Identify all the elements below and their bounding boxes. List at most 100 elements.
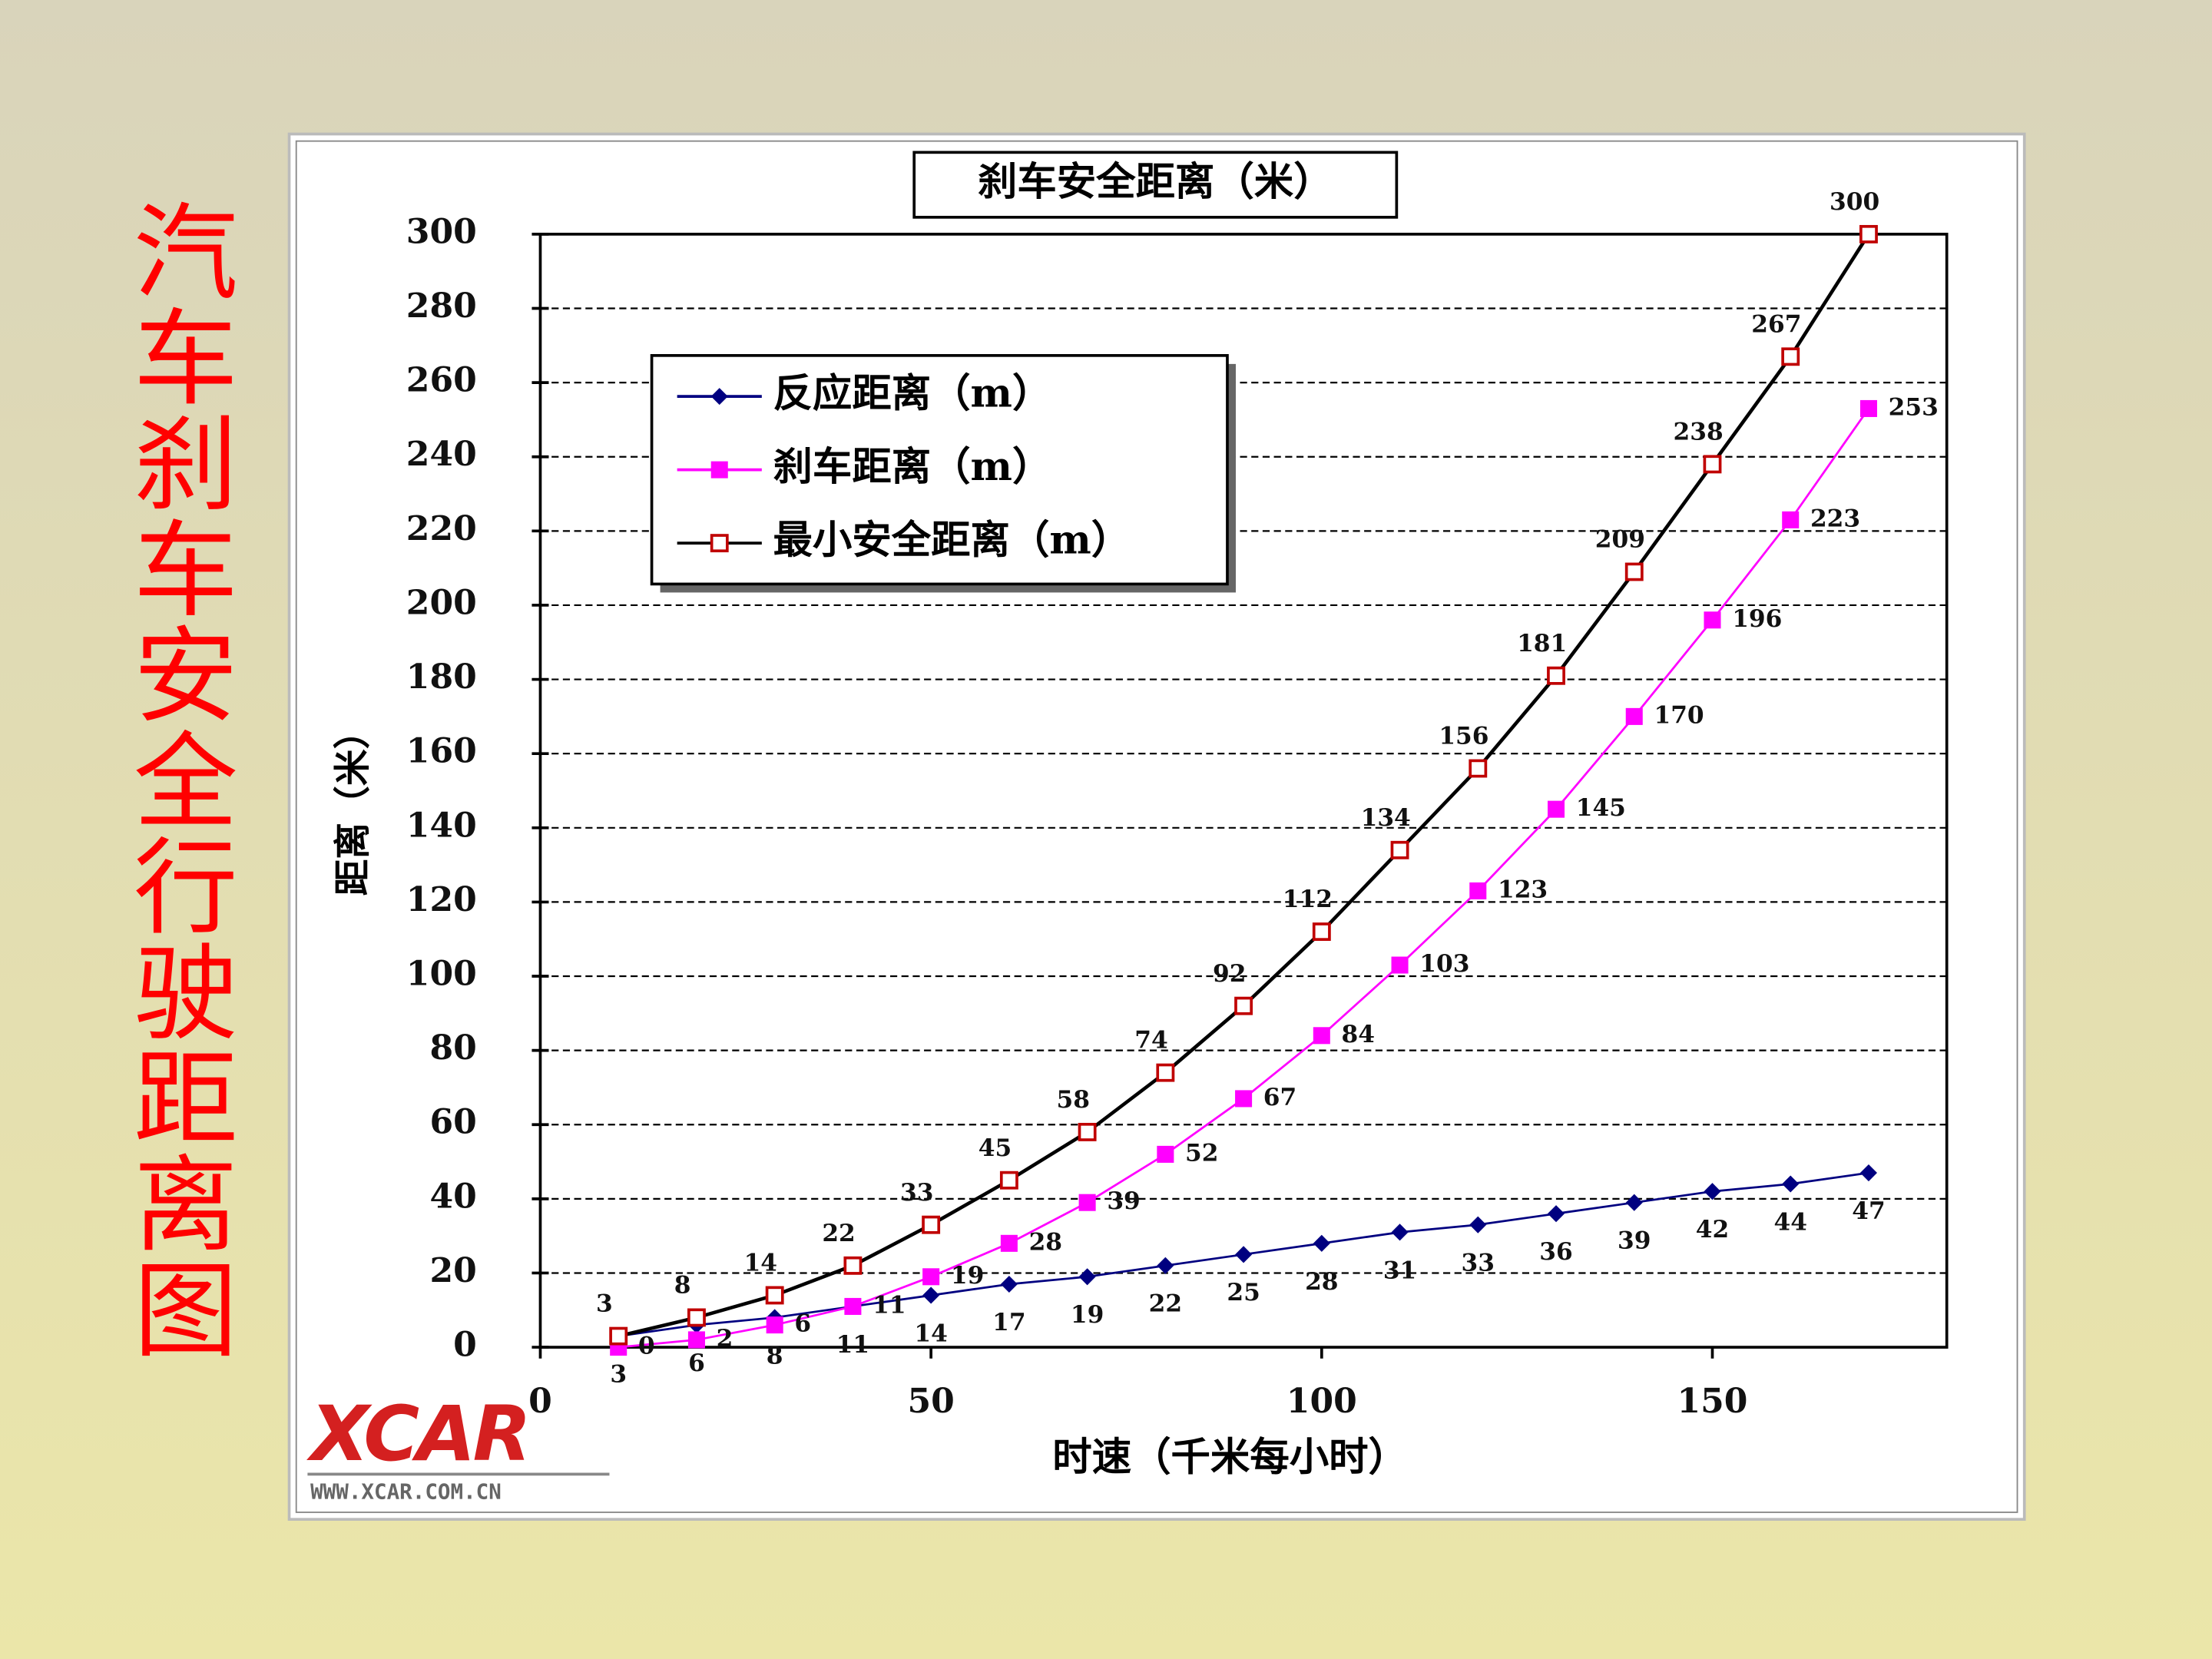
point bbox=[1704, 1183, 1721, 1200]
data-label: 22 bbox=[1149, 1290, 1182, 1318]
y-tick-label: 140 bbox=[406, 806, 477, 845]
data-label: 19 bbox=[1071, 1301, 1104, 1329]
data-label: 11 bbox=[873, 1291, 906, 1319]
data-label: 181 bbox=[1517, 630, 1567, 657]
data-label: 45 bbox=[979, 1134, 1012, 1162]
data-label: 28 bbox=[1305, 1268, 1338, 1296]
data-label: 209 bbox=[1595, 526, 1645, 554]
point bbox=[1391, 956, 1409, 974]
x-tick-label: 150 bbox=[1677, 1382, 1747, 1421]
x-tick-label: 50 bbox=[907, 1382, 954, 1421]
data-label: 36 bbox=[1539, 1238, 1572, 1266]
y-tick-label: 300 bbox=[406, 212, 477, 251]
data-label: 238 bbox=[1674, 418, 1724, 445]
point bbox=[766, 1316, 783, 1334]
data-label: 25 bbox=[1227, 1279, 1260, 1306]
data-label: 52 bbox=[1185, 1139, 1218, 1167]
data-label: 134 bbox=[1361, 804, 1411, 832]
data-label: 123 bbox=[1498, 876, 1548, 903]
title-box bbox=[912, 151, 1399, 219]
point bbox=[1390, 840, 1409, 859]
data-label: 103 bbox=[1419, 950, 1469, 978]
point bbox=[1312, 922, 1331, 941]
point bbox=[1859, 1164, 1877, 1182]
point bbox=[1625, 707, 1643, 725]
x-axis-label: 时速（千米每小时） bbox=[1052, 1435, 1408, 1481]
data-label: 8 bbox=[674, 1272, 691, 1300]
point bbox=[1469, 882, 1487, 899]
data-label: 67 bbox=[1263, 1084, 1296, 1111]
point bbox=[1624, 562, 1644, 581]
point bbox=[1704, 611, 1721, 629]
point bbox=[1703, 455, 1722, 474]
data-label: 39 bbox=[1618, 1227, 1651, 1255]
point bbox=[1781, 347, 1800, 366]
point bbox=[843, 1256, 863, 1275]
data-label: 11 bbox=[836, 1331, 869, 1359]
y-tick-label: 160 bbox=[406, 732, 477, 771]
point bbox=[1235, 1090, 1253, 1108]
data-label: 267 bbox=[1751, 310, 1801, 338]
logo-url: WWW.XCAR.COM.CN bbox=[310, 1479, 502, 1504]
data-label: 92 bbox=[1213, 960, 1246, 988]
data-label: 14 bbox=[914, 1320, 947, 1347]
point bbox=[1782, 511, 1800, 528]
data-label: 112 bbox=[1283, 886, 1333, 913]
data-label: 39 bbox=[1107, 1187, 1140, 1215]
data-label: 253 bbox=[1889, 393, 1939, 421]
data-label: 42 bbox=[1696, 1216, 1729, 1243]
data-label: 33 bbox=[1462, 1250, 1495, 1277]
data-label: 14 bbox=[744, 1250, 777, 1277]
point bbox=[1625, 1194, 1643, 1211]
point bbox=[765, 1286, 784, 1305]
point bbox=[1859, 399, 1877, 417]
point bbox=[1548, 800, 1565, 818]
point bbox=[922, 1286, 940, 1304]
chart-title: 刹车安全距离（米） bbox=[978, 159, 1333, 205]
point bbox=[1078, 1194, 1096, 1211]
data-label: 0 bbox=[638, 1333, 655, 1360]
point bbox=[1157, 1145, 1174, 1163]
data-label: 6 bbox=[688, 1349, 705, 1377]
point bbox=[1234, 996, 1253, 1015]
data-label: 84 bbox=[1342, 1021, 1375, 1048]
point bbox=[1078, 1122, 1097, 1141]
point bbox=[1782, 1175, 1800, 1193]
data-label: 19 bbox=[951, 1262, 984, 1290]
y-tick-label: 260 bbox=[406, 361, 477, 400]
data-label: 3 bbox=[596, 1290, 613, 1318]
legend-label: 刹车距离（m） bbox=[773, 444, 1052, 490]
data-label: 47 bbox=[1852, 1197, 1885, 1225]
point bbox=[1548, 1205, 1565, 1223]
data-label: 145 bbox=[1576, 794, 1626, 822]
point bbox=[1547, 666, 1565, 685]
point bbox=[922, 1268, 940, 1286]
point bbox=[687, 1331, 705, 1349]
y-axis-label: 距离（米） bbox=[331, 713, 374, 896]
point bbox=[1000, 1275, 1018, 1293]
data-label: 6 bbox=[794, 1310, 811, 1338]
point bbox=[1156, 1063, 1175, 1082]
y-tick-label: 0 bbox=[453, 1326, 477, 1365]
y-tick-label: 180 bbox=[406, 657, 477, 697]
data-label: 170 bbox=[1654, 701, 1704, 729]
data-label: 58 bbox=[1057, 1086, 1090, 1114]
data-label: 3 bbox=[610, 1361, 627, 1389]
data-label: 8 bbox=[767, 1342, 783, 1369]
y-tick-label: 100 bbox=[406, 955, 477, 994]
plot: 0204060801001201401601802002202402602803… bbox=[406, 188, 1949, 1421]
data-label: 74 bbox=[1134, 1027, 1167, 1055]
y-tick-label: 20 bbox=[429, 1251, 476, 1290]
legend-marker bbox=[710, 534, 729, 553]
y-tick-label: 220 bbox=[406, 509, 477, 548]
data-label: 33 bbox=[900, 1179, 933, 1207]
legend: 反应距离（m） 刹车距离（m） 最小安全距离（m） bbox=[650, 354, 1236, 593]
point bbox=[609, 1326, 628, 1346]
data-label: 300 bbox=[1830, 188, 1879, 216]
data-label: 196 bbox=[1732, 605, 1782, 633]
y-tick-label: 280 bbox=[406, 286, 477, 326]
legend-marker bbox=[710, 461, 728, 478]
data-label: 223 bbox=[1810, 505, 1860, 532]
